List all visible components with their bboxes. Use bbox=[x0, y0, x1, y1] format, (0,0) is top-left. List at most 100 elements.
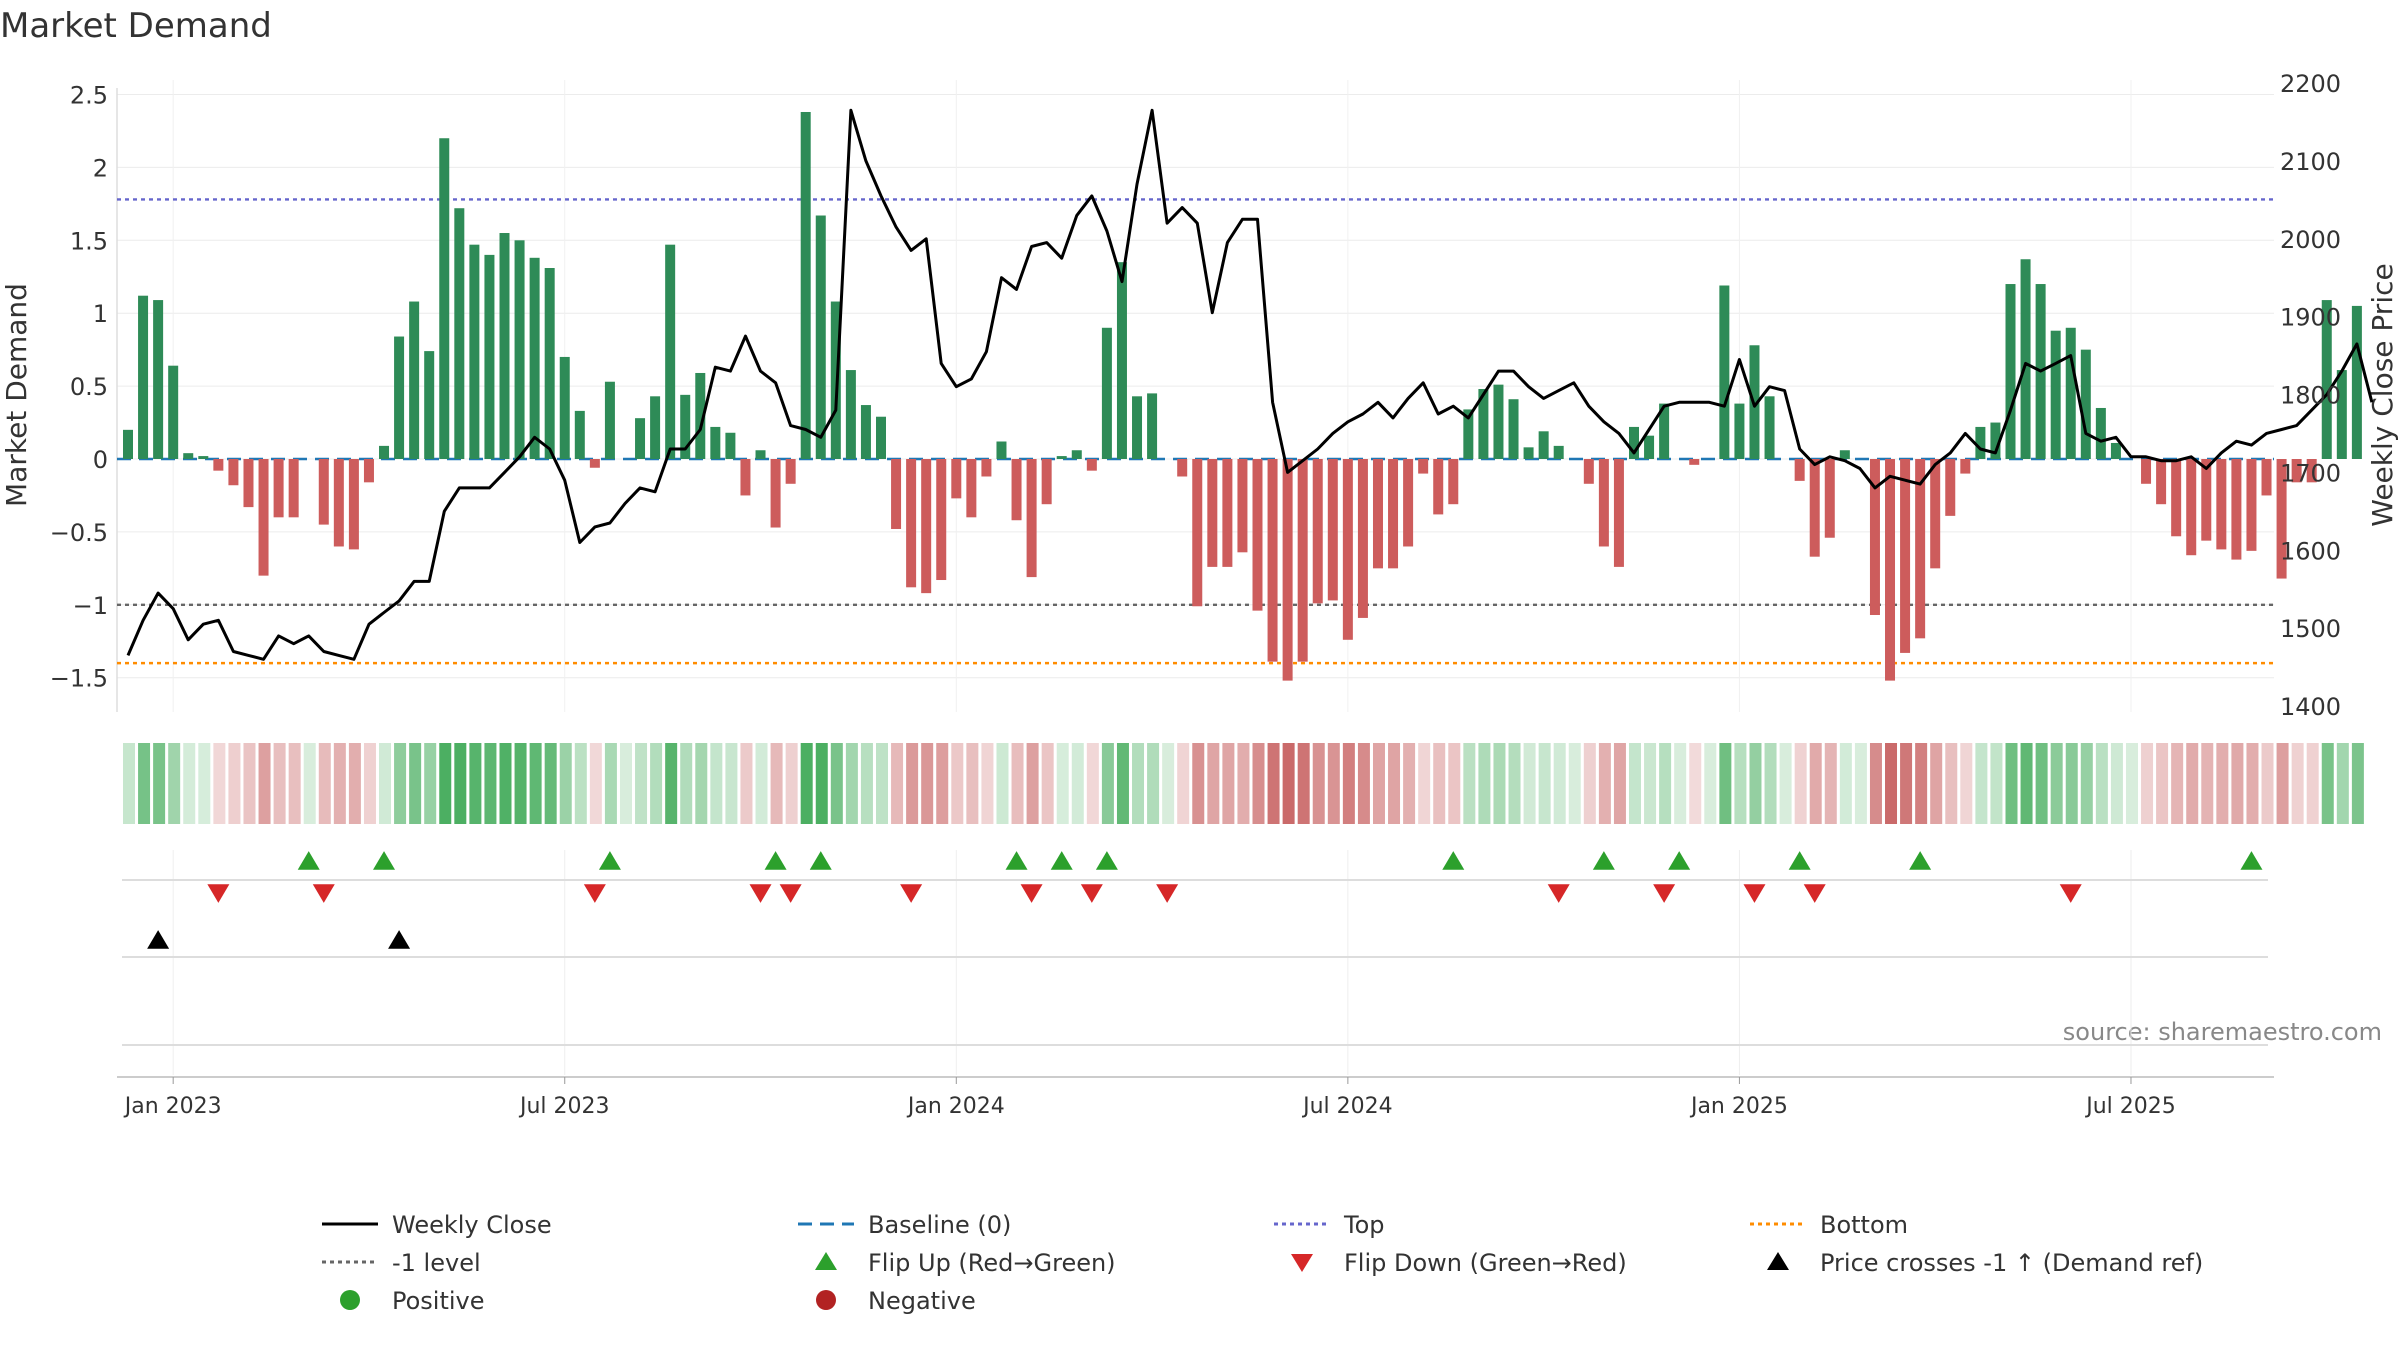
x-tick-label: Jul 2024 bbox=[1301, 1094, 1393, 1119]
negative-bar bbox=[1583, 459, 1594, 484]
positive-bar bbox=[168, 365, 179, 459]
negative-bar bbox=[1357, 459, 1368, 618]
positive-bar bbox=[2095, 407, 2106, 459]
strip-cell bbox=[2276, 743, 2289, 824]
positive-bar bbox=[559, 356, 570, 459]
positive-bar bbox=[860, 405, 871, 459]
positive-bar bbox=[574, 410, 585, 459]
legend-item: Top bbox=[1274, 1211, 1385, 1239]
negative-bar bbox=[740, 459, 751, 496]
positive-bar bbox=[1523, 447, 1534, 459]
y-tick-label: 2.5 bbox=[70, 82, 108, 110]
positive-bar bbox=[2080, 349, 2091, 459]
strip-cell bbox=[2201, 743, 2214, 824]
strip-cell bbox=[198, 743, 211, 824]
positive-bar bbox=[845, 370, 856, 459]
flip-down-marker bbox=[1803, 884, 1826, 903]
strip-cell bbox=[680, 743, 693, 824]
positive-bar bbox=[1734, 403, 1745, 459]
positive-bar bbox=[604, 381, 615, 459]
negative-bar bbox=[1207, 459, 1218, 567]
negative-bar bbox=[589, 459, 600, 468]
strip-cell bbox=[1403, 743, 1416, 824]
negative-bar bbox=[2186, 459, 2197, 556]
strip-cell bbox=[1779, 743, 1792, 824]
negative-bar bbox=[1312, 459, 1323, 604]
strip-cell bbox=[619, 743, 632, 824]
strip-cell bbox=[2336, 743, 2349, 824]
flip-down-marker bbox=[2059, 884, 2082, 903]
strip-cell bbox=[1297, 743, 1310, 824]
strip-cell bbox=[1839, 743, 1852, 824]
strip-cell bbox=[996, 743, 1009, 824]
strip-cell bbox=[2125, 743, 2138, 824]
legend-label: Weekly Close bbox=[392, 1211, 552, 1239]
flip-down-marker bbox=[1743, 884, 1766, 903]
legend-item: Positive bbox=[340, 1287, 485, 1315]
x-tick-label: Jul 2023 bbox=[518, 1094, 610, 1119]
strip-cell bbox=[183, 743, 196, 824]
positive-bar bbox=[1056, 456, 1067, 459]
weekly-close-line bbox=[126, 108, 2374, 661]
y2-tick-label: 1900 bbox=[2280, 304, 2341, 332]
legend-label: Flip Up (Red→Green) bbox=[868, 1249, 1116, 1277]
flip-down-marker bbox=[1547, 884, 1570, 903]
y-tick-label: 1 bbox=[93, 300, 108, 328]
strip-cell bbox=[785, 743, 798, 824]
flip-down-marker bbox=[1653, 884, 1676, 903]
strip-cell bbox=[725, 743, 738, 824]
strip-cell bbox=[318, 743, 331, 824]
strip-cell bbox=[1372, 743, 1385, 824]
strip-cell bbox=[1553, 743, 1566, 824]
strip-cell bbox=[1960, 743, 1973, 824]
legend-item: -1 level bbox=[322, 1249, 481, 1277]
positive-bar bbox=[499, 233, 510, 459]
flip-down-marker bbox=[1080, 884, 1103, 903]
positive-bar bbox=[800, 111, 811, 459]
negative-bar bbox=[1041, 459, 1052, 505]
strip-cell bbox=[1900, 743, 1913, 824]
positive-bar bbox=[394, 336, 405, 459]
legend-swatch bbox=[1767, 1252, 1789, 1270]
negative-bar bbox=[1297, 459, 1308, 662]
strip-cell bbox=[454, 743, 467, 824]
positive-bar bbox=[439, 138, 450, 460]
strip-cell bbox=[1764, 743, 1777, 824]
strip-cell bbox=[469, 743, 482, 824]
strip-cell bbox=[1598, 743, 1611, 824]
strip-cell bbox=[2231, 743, 2244, 824]
strip-cell bbox=[1463, 743, 1476, 824]
strip-cell bbox=[981, 743, 994, 824]
strip-cell bbox=[424, 743, 437, 824]
negative-bar bbox=[288, 459, 299, 518]
strip-cell bbox=[589, 743, 602, 824]
negative-bar bbox=[1086, 459, 1097, 471]
positive-bar bbox=[454, 208, 465, 459]
y2-tick-label: 1700 bbox=[2280, 459, 2341, 487]
strip-cell bbox=[574, 743, 587, 824]
negative-bar bbox=[770, 459, 781, 528]
legend-label: -1 level bbox=[392, 1249, 481, 1277]
negative-bar bbox=[1915, 459, 1926, 639]
y2-tick-label: 1600 bbox=[2280, 537, 2341, 565]
strip-cell bbox=[123, 743, 135, 824]
positive-bar bbox=[1493, 384, 1504, 459]
strip-cell bbox=[876, 743, 888, 824]
strip-cell bbox=[1644, 743, 1657, 824]
positive-bar bbox=[529, 257, 540, 459]
legend-label: Bottom bbox=[1820, 1211, 1908, 1239]
strip-cell bbox=[2095, 743, 2108, 824]
positive-bar bbox=[1132, 396, 1143, 459]
signal-rows bbox=[117, 851, 2274, 1078]
negative-bar bbox=[951, 459, 962, 499]
strip-cell bbox=[1734, 743, 1747, 824]
strip-cell bbox=[1312, 743, 1325, 824]
strip-cell bbox=[906, 743, 919, 824]
positive-bar bbox=[725, 432, 736, 459]
negative-bar bbox=[1222, 459, 1233, 567]
strip-cell bbox=[1583, 743, 1596, 824]
strip-cell bbox=[1056, 743, 1069, 824]
flip-down-marker bbox=[1156, 884, 1179, 903]
positive-bar bbox=[514, 240, 525, 459]
